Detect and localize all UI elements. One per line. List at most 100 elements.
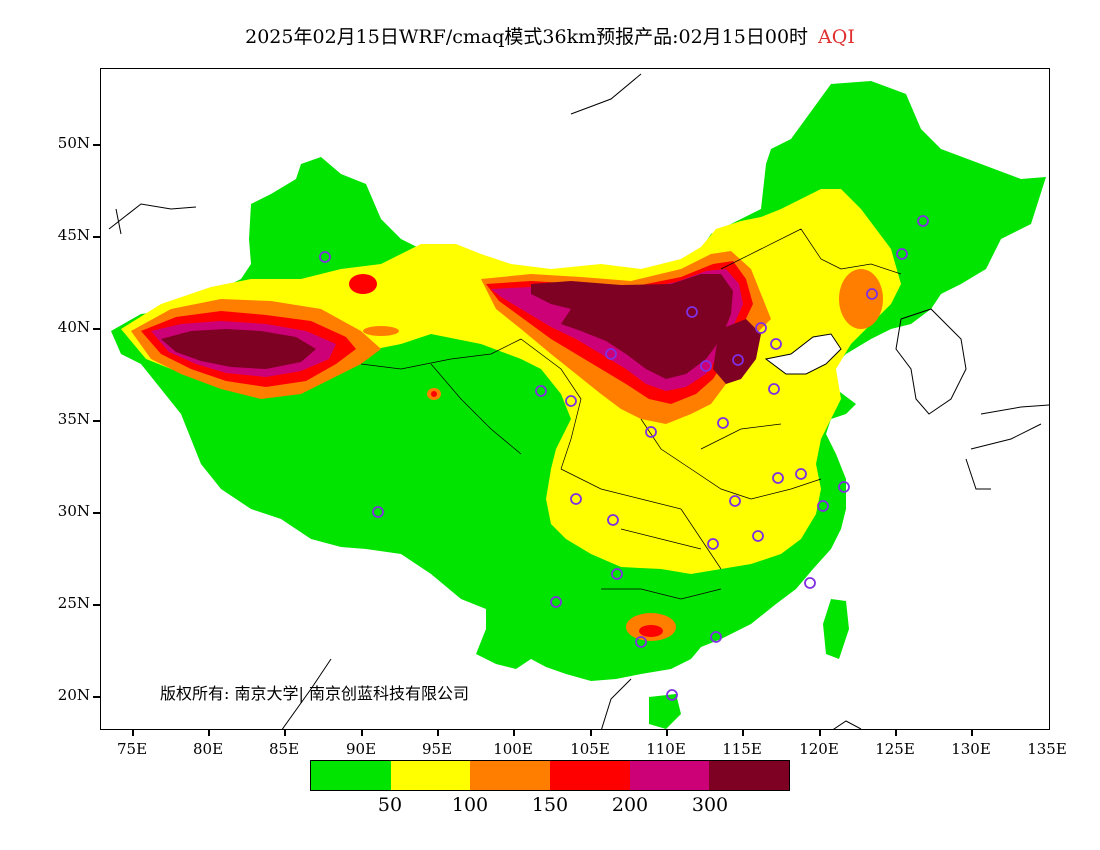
station-marker <box>804 577 816 589</box>
station-marker <box>732 354 744 366</box>
legend-label-300: 300 <box>691 794 729 816</box>
station-marker <box>755 322 767 334</box>
y-axis-label-20n: 20N <box>57 686 90 704</box>
station-marker <box>611 568 623 580</box>
color-legend <box>310 760 790 791</box>
coast-bohai <box>764 333 842 375</box>
station-marker <box>605 348 617 360</box>
x-tick <box>666 730 668 736</box>
legend-swatch-good <box>311 761 391 790</box>
y-tick <box>93 144 100 146</box>
station-marker <box>535 385 547 397</box>
x-axis-label-80e: 80E <box>192 740 224 758</box>
station-markers <box>319 215 929 701</box>
station-marker <box>700 360 712 372</box>
x-axis-label-125e: 125E <box>875 740 915 758</box>
station-marker <box>565 395 577 407</box>
x-tick <box>742 730 744 736</box>
station-marker <box>917 215 929 227</box>
title-main: 2025年02月15日WRF/cmaq模式36km预报产品:02月15日00时 <box>245 26 809 48</box>
y-tick <box>93 236 100 238</box>
station-marker <box>645 426 657 438</box>
x-axis-label-95e: 95E <box>421 740 453 758</box>
aqi-map <box>108 73 1049 729</box>
legend-label-150: 150 <box>531 794 569 816</box>
island-taiwan <box>823 599 849 659</box>
hotspot-guangdong-core <box>639 625 663 637</box>
station-marker <box>570 493 582 505</box>
station-marker <box>717 417 729 429</box>
station-marker <box>768 383 780 395</box>
station-marker <box>729 495 741 507</box>
x-tick <box>132 730 134 736</box>
station-marker <box>896 248 908 260</box>
station-marker <box>607 514 619 526</box>
y-axis-label-30n: 30N <box>57 502 90 520</box>
copyright-notice: 版权所有: 南京大学| 南京创蓝科技有限公司 <box>160 684 469 703</box>
station-marker <box>866 288 878 300</box>
hotspot-central <box>363 326 399 336</box>
x-axis-label-115e: 115E <box>722 740 762 758</box>
x-axis-label-75e: 75E <box>116 740 148 758</box>
station-marker <box>752 530 764 542</box>
x-axis-label-105e: 105E <box>570 740 610 758</box>
legend-label-200: 200 <box>611 794 649 816</box>
y-tick <box>93 604 100 606</box>
station-marker <box>770 338 782 350</box>
station-marker <box>772 472 784 484</box>
x-tick <box>590 730 592 736</box>
y-tick <box>93 420 100 422</box>
province-boundaries <box>360 228 902 600</box>
x-tick <box>361 730 363 736</box>
region-hazardous <box>161 329 316 369</box>
x-tick <box>819 730 821 736</box>
x-tick <box>437 730 439 736</box>
y-tick <box>93 512 100 514</box>
map-title: 2025年02月15日WRF/cmaq模式36km预报产品:02月15日00时 A… <box>0 22 1100 49</box>
y-axis-label-25n: 25N <box>57 594 90 612</box>
station-marker <box>372 506 384 518</box>
legend-label-50: 50 <box>377 794 403 816</box>
region-north-maroon <box>531 274 733 379</box>
station-marker <box>666 689 678 701</box>
hotspot-urumqi <box>349 274 377 294</box>
legend-swatch-moderate <box>390 761 471 790</box>
station-marker <box>686 306 698 318</box>
y-axis-label-35n: 35N <box>57 410 90 428</box>
map-frame <box>100 68 1050 730</box>
x-axis-label-100e: 100E <box>493 740 533 758</box>
station-marker <box>795 468 807 480</box>
station-marker <box>817 500 829 512</box>
legend-swatch-unhealthy-sensitive <box>470 761 551 790</box>
x-tick <box>284 730 286 736</box>
x-tick <box>208 730 210 736</box>
station-marker <box>707 538 719 550</box>
x-tick <box>895 730 897 736</box>
legend-swatch-very-unhealthy <box>629 761 710 790</box>
coast-japan <box>965 404 1049 490</box>
y-axis-label-45n: 45N <box>57 226 90 244</box>
x-axis-label-90e: 90E <box>345 740 377 758</box>
x-axis-label-130e: 130E <box>951 740 991 758</box>
y-axis-label-50n: 50N <box>57 134 90 152</box>
title-aqi: AQI <box>818 26 855 48</box>
station-marker <box>838 481 850 493</box>
y-tick <box>93 696 100 698</box>
x-tick <box>971 730 973 736</box>
legend-swatch-hazardous <box>709 761 790 790</box>
legend-swatch-unhealthy <box>550 761 630 790</box>
region-east-maroon <box>713 319 761 384</box>
y-axis-label-40n: 40N <box>57 318 90 336</box>
station-marker <box>319 251 331 263</box>
x-axis-label-120e: 120E <box>799 740 839 758</box>
station-marker <box>635 636 647 648</box>
hotspot-liaoning <box>839 269 883 329</box>
x-axis-label-135e: 135E <box>1027 740 1067 758</box>
coast-korea <box>895 308 967 415</box>
hotspot-sw-core <box>431 391 437 397</box>
x-tick <box>513 730 515 736</box>
y-tick <box>93 328 100 330</box>
island-hainan <box>649 694 681 729</box>
coast-russia-north <box>108 73 642 235</box>
station-marker <box>550 596 562 608</box>
